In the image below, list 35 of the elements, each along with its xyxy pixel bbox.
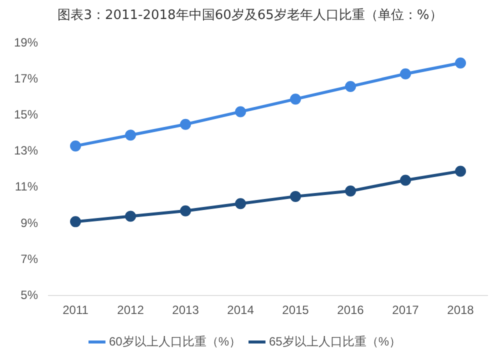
point	[455, 58, 466, 69]
point	[125, 210, 136, 222]
point	[290, 94, 302, 105]
legend-label: 60岁以上人口比重（%）	[108, 334, 242, 348]
point	[290, 190, 302, 202]
y-tick-label: 13%	[14, 144, 38, 158]
x-tick-label: 2016	[337, 303, 364, 318]
legend-label: 65岁以上人口比重（%）	[269, 334, 402, 348]
point	[235, 106, 246, 118]
y-tick-label: 11%	[14, 180, 38, 194]
point	[180, 118, 192, 130]
point	[70, 140, 82, 152]
y-tick-label: 7%	[20, 252, 38, 266]
y-tick-label: 15%	[14, 108, 38, 122]
point	[400, 68, 412, 80]
x-tick-label: 2011	[62, 303, 89, 318]
x-tick-label: 2018	[447, 303, 474, 318]
point	[125, 130, 136, 141]
y-tick-label: 5%	[20, 288, 38, 302]
point	[455, 166, 466, 177]
x-tick-label: 2014	[227, 303, 254, 318]
x-tick-label: 2013	[172, 303, 200, 318]
point	[235, 198, 246, 210]
x-tick-label: 2017	[392, 303, 420, 318]
x-tick-label: 2012	[117, 303, 144, 318]
y-tick-label: 9%	[20, 216, 38, 230]
chart-title: 图表3：2011-2018年中国60岁及65岁老年人口比重（单位：%）	[56, 7, 444, 24]
y-tick-label: 19%	[14, 36, 38, 50]
point	[400, 174, 412, 186]
point	[70, 216, 82, 228]
point	[180, 205, 192, 216]
point	[345, 80, 356, 92]
y-tick-label: 17%	[14, 72, 38, 86]
point	[345, 186, 356, 197]
x-tick-label: 2015	[282, 303, 310, 318]
